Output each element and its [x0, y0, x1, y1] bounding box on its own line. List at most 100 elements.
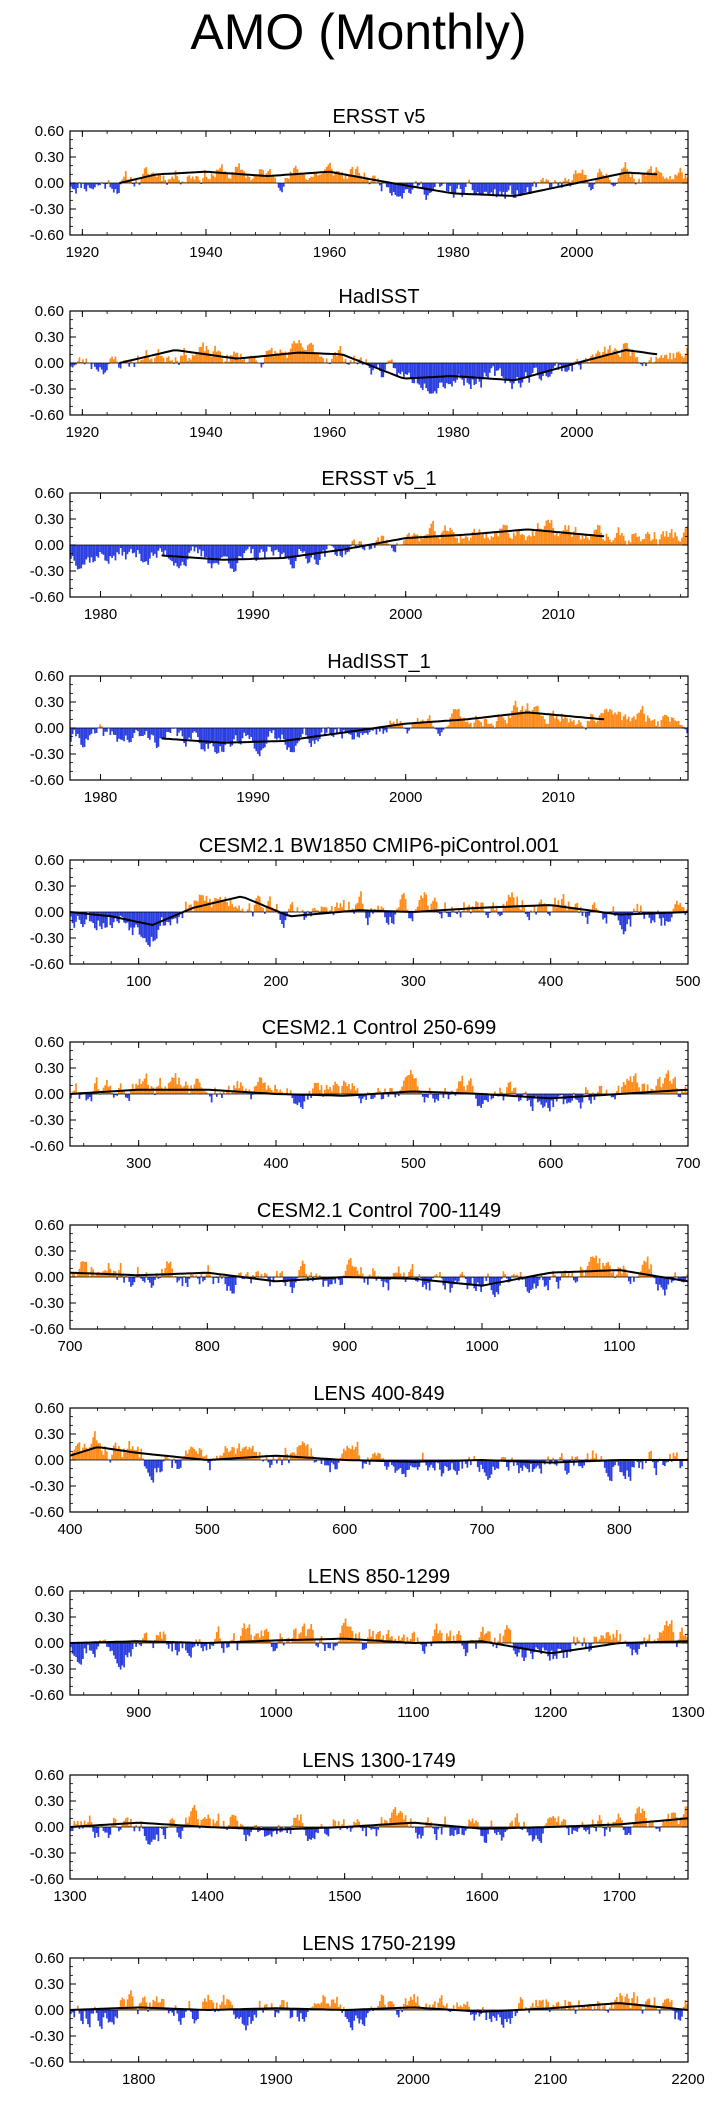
y-tick-label: 0.30: [35, 329, 64, 346]
bar: [312, 2006, 314, 2010]
bar: [99, 1443, 101, 1460]
bar: [281, 1271, 283, 1277]
bar: [406, 1636, 409, 1643]
bar: [157, 1827, 160, 1842]
bar: [404, 1077, 407, 1094]
bar: [528, 363, 531, 383]
bar: [416, 534, 419, 545]
bar: [677, 540, 680, 545]
bar: [619, 1633, 622, 1643]
bar: [562, 1273, 565, 1277]
bar: [581, 169, 584, 183]
bar: [145, 2002, 148, 2010]
bar: [167, 728, 170, 733]
bar: [428, 2004, 431, 2010]
bar: [506, 1087, 508, 1094]
bar: [610, 352, 613, 363]
bar: [174, 1073, 177, 1094]
bar: [241, 359, 244, 363]
bar: [224, 1446, 227, 1460]
bar: [415, 1077, 417, 1094]
bar: [164, 1267, 167, 1277]
bar: [624, 1268, 627, 1277]
bar: [87, 545, 89, 558]
bar: [318, 174, 321, 183]
bar: [557, 1277, 560, 1289]
bar: [354, 1822, 357, 1827]
bar: [389, 1637, 392, 1643]
bar: [418, 541, 421, 545]
bar: [617, 2001, 620, 2010]
bar: [106, 363, 108, 371]
bar: [449, 1827, 452, 1836]
bar: [231, 1447, 234, 1460]
bar: [569, 718, 572, 728]
bar: [365, 1460, 367, 1464]
bar: [243, 728, 246, 733]
bar: [222, 1090, 225, 1094]
bar: [85, 1447, 88, 1460]
bar: [482, 1277, 484, 1286]
bar: [174, 1460, 177, 1464]
bar: [567, 525, 570, 545]
bar: [329, 1643, 331, 1649]
bar: [516, 2010, 519, 2014]
bar: [627, 540, 630, 545]
bar: [411, 722, 414, 728]
bar: [548, 1643, 551, 1661]
bar: [636, 713, 639, 728]
bar: [526, 1643, 529, 1651]
bar: [186, 1277, 189, 1288]
bar: [643, 1083, 646, 1094]
bar: [555, 713, 558, 728]
bar: [167, 545, 170, 559]
bar: [75, 183, 77, 194]
bar: [104, 1085, 107, 1094]
bar: [418, 1460, 421, 1467]
bar: [373, 363, 376, 367]
bar: [408, 912, 410, 919]
bar: [457, 2006, 460, 2010]
bar: [456, 1827, 458, 1835]
bar: [638, 912, 640, 914]
bar: [356, 1270, 359, 1277]
bar: [203, 1998, 206, 2010]
bar: [377, 1632, 379, 1643]
bar: [487, 1460, 489, 1480]
bar: [540, 528, 543, 545]
bar: [195, 1451, 198, 1460]
bar: [469, 912, 472, 914]
bar: [542, 1277, 544, 1281]
bar: [202, 545, 204, 551]
bar: [109, 1460, 112, 1463]
bar: [203, 728, 206, 752]
bar: [425, 1277, 428, 1290]
bar: [205, 1643, 208, 1651]
bar: [524, 1643, 527, 1658]
bar: [265, 2003, 268, 2010]
bar: [255, 1085, 258, 1094]
y-tick-label: -0.30: [30, 746, 64, 763]
bar: [612, 350, 615, 363]
bar: [502, 1827, 505, 1838]
bar: [152, 1277, 155, 1286]
bar: [394, 912, 397, 915]
bar: [291, 1277, 294, 1294]
bar: [250, 1094, 252, 1100]
bar: [116, 1448, 119, 1460]
bar: [679, 1460, 682, 1469]
x-tick-label: 1940: [189, 244, 222, 261]
bar: [246, 174, 249, 183]
bar: [121, 1997, 124, 2010]
bar: [253, 2010, 256, 2015]
bar: [145, 912, 148, 943]
bar: [76, 1821, 79, 1827]
bar: [106, 1079, 108, 1094]
bar: [258, 2000, 261, 2010]
bar: [289, 2010, 292, 2019]
bar: [356, 1088, 359, 1094]
bar: [227, 361, 230, 363]
bar: [126, 1643, 129, 1658]
bar: [286, 1277, 289, 1282]
bar: [102, 728, 105, 737]
